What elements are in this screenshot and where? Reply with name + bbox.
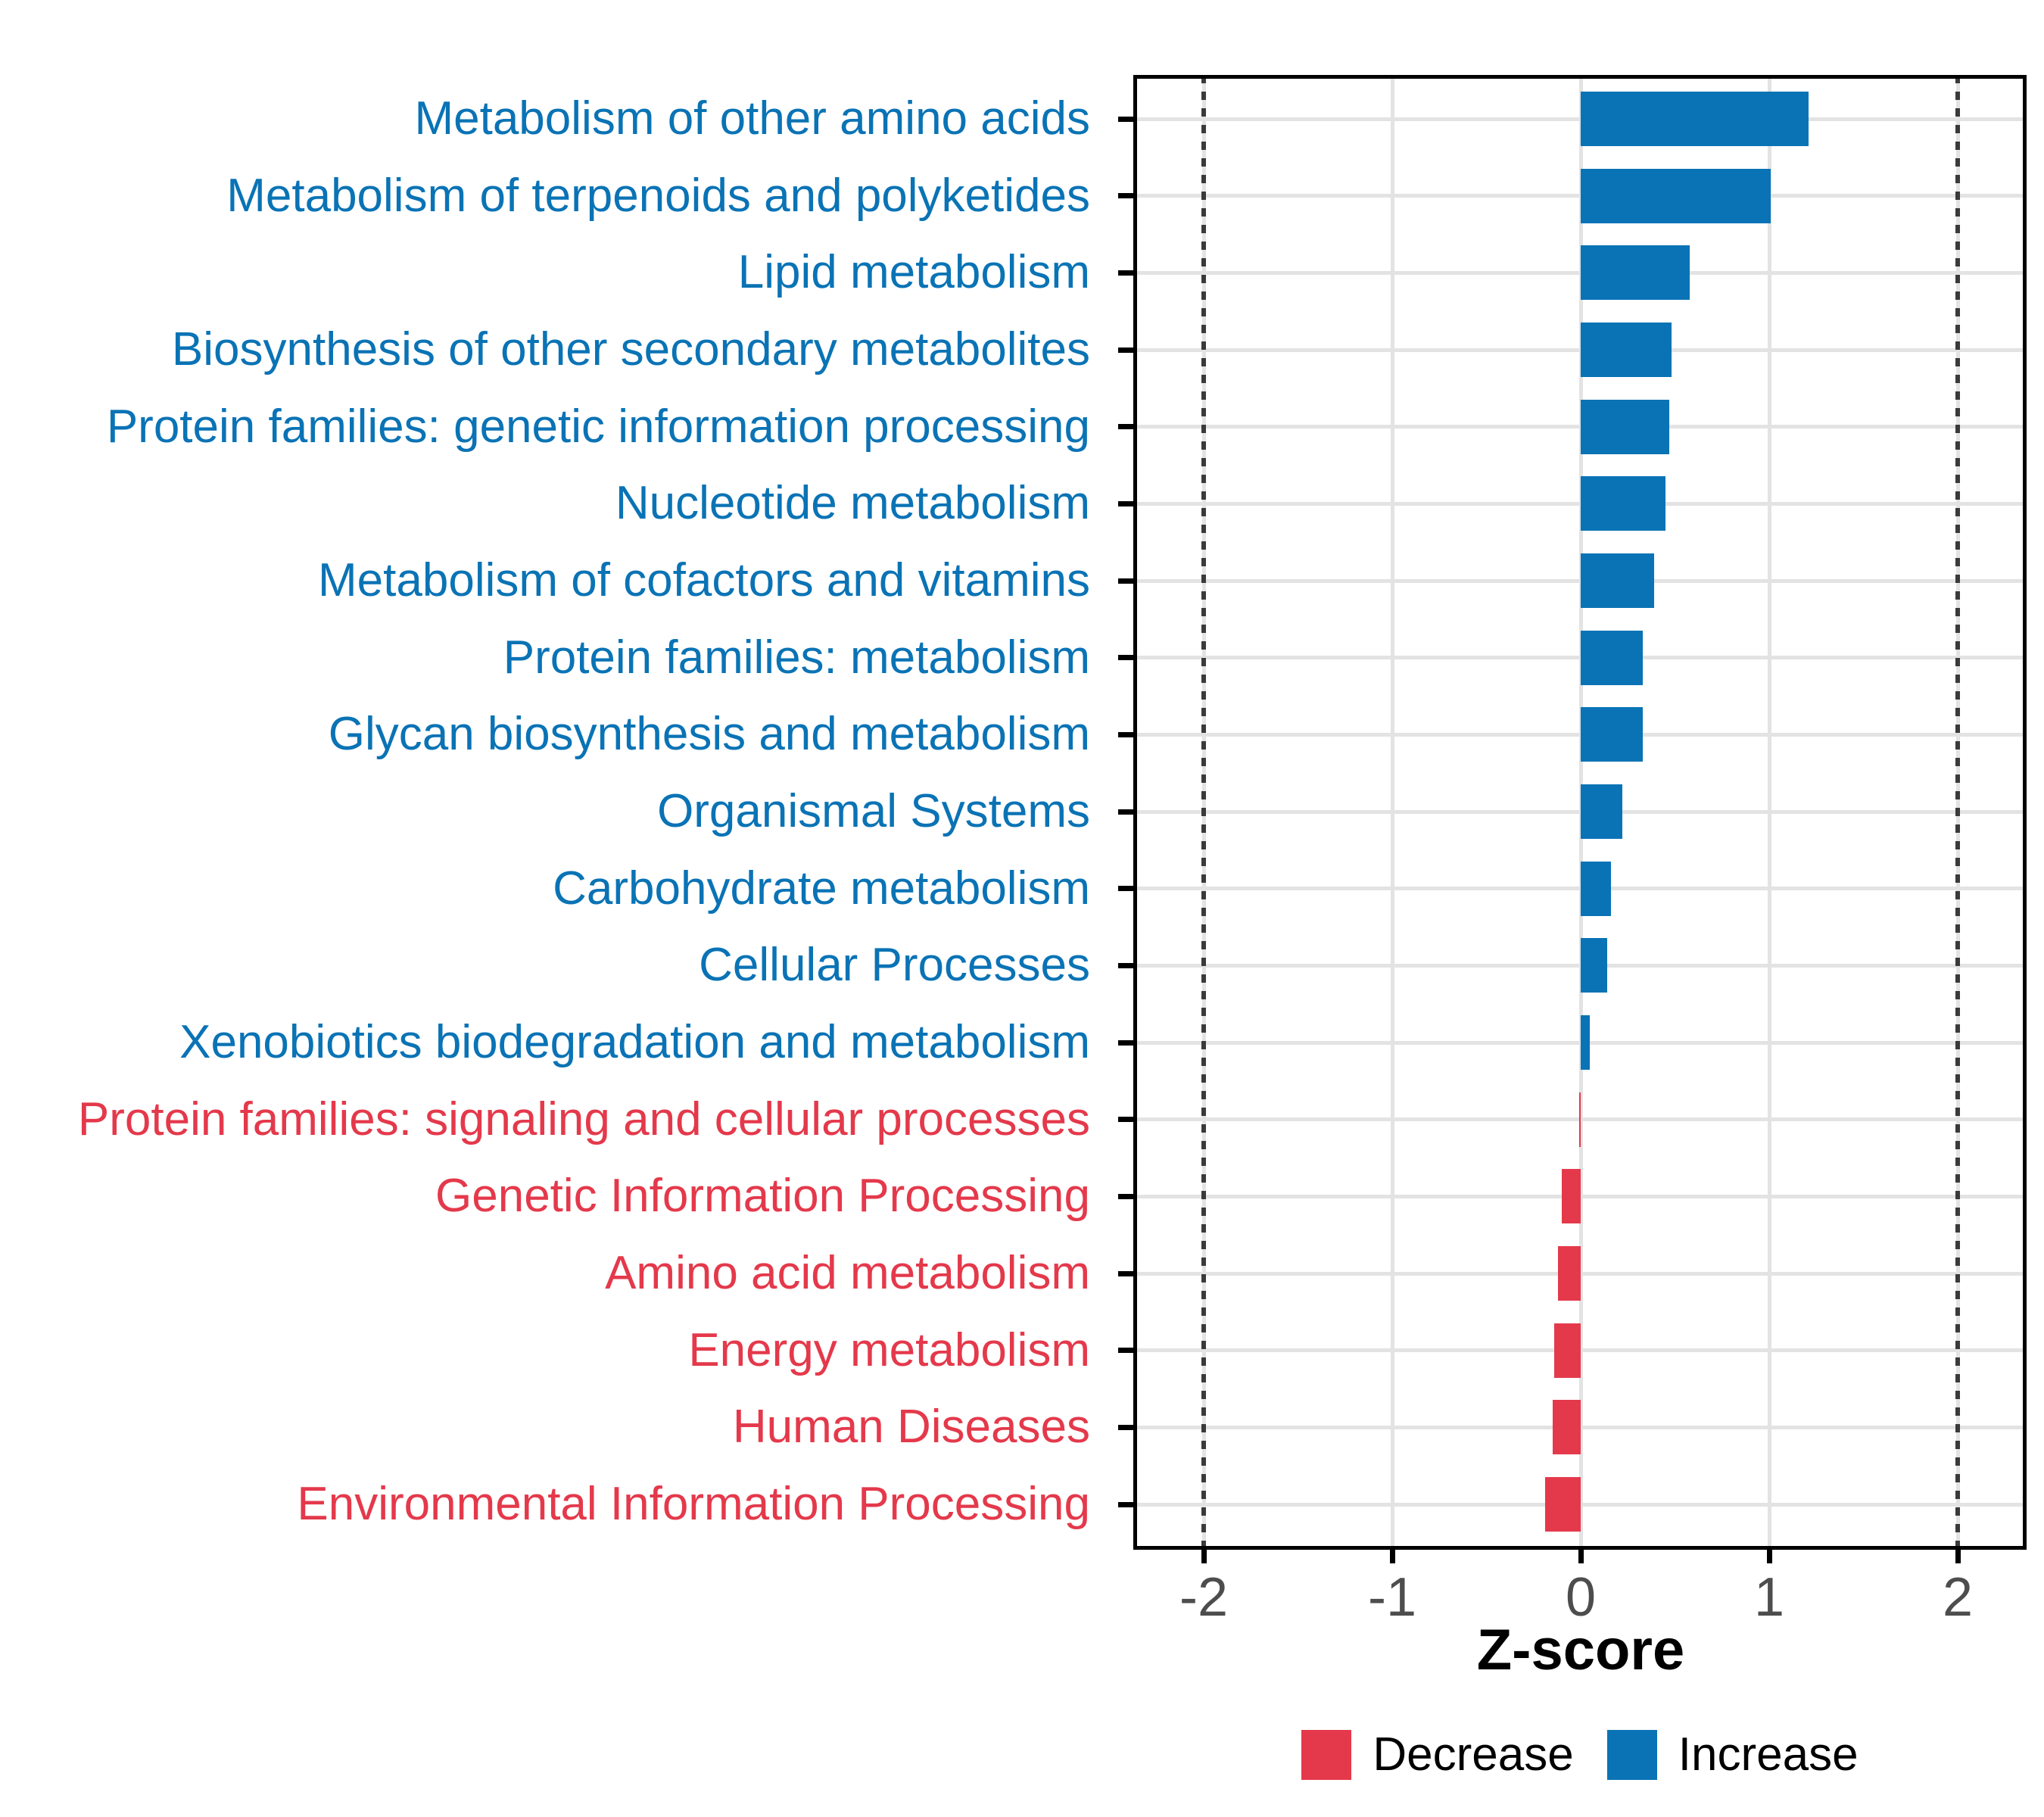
bar-increase [1581, 245, 1690, 301]
y-axis-tick [1118, 424, 1133, 430]
bar-decrease [1578, 1092, 1581, 1147]
bar-decrease [1544, 1477, 1581, 1532]
gridline-horizontal [1133, 270, 2027, 275]
legend-label: Decrease [1373, 1728, 1574, 1781]
y-axis-tick [1118, 1501, 1133, 1507]
dotted-reference-line [1955, 75, 1960, 1550]
bar-increase [1581, 1015, 1591, 1071]
y-axis-tick [1118, 731, 1133, 737]
x-axis-tick [1955, 1548, 1961, 1563]
bar-increase [1581, 707, 1644, 762]
gridline-horizontal [1133, 809, 2027, 814]
bar-increase [1581, 168, 1771, 223]
y-axis-tick [1118, 193, 1133, 199]
category-label: Organismal Systems [657, 785, 1090, 838]
y-axis-tick [1118, 578, 1133, 584]
category-label: Xenobiotics biodegradation and metabolis… [179, 1016, 1090, 1069]
category-label: Metabolism of terpenoids and polyketides [226, 169, 1090, 222]
gridline-horizontal [1133, 963, 2027, 968]
legend-swatch-decrease [1301, 1730, 1352, 1780]
category-label: Lipid metabolism [737, 246, 1090, 299]
gridline-horizontal [1133, 194, 2027, 198]
category-label: Genetic Information Processing [435, 1170, 1090, 1223]
bar-decrease [1562, 1169, 1581, 1224]
x-axis-tick [1201, 1548, 1207, 1563]
category-label: Biosynthesis of other secondary metaboli… [171, 323, 1090, 376]
y-axis-tick [1118, 116, 1133, 122]
bar-increase [1581, 784, 1622, 840]
bar-increase [1581, 553, 1655, 609]
y-axis-tick [1118, 655, 1133, 661]
gridline-horizontal [1133, 656, 2027, 660]
y-axis-tick [1118, 500, 1133, 506]
bar-increase [1581, 938, 1607, 993]
y-axis-tick [1118, 1270, 1133, 1276]
bar-increase [1581, 861, 1611, 916]
y-axis-tick [1118, 1039, 1133, 1046]
bar-increase [1581, 476, 1666, 531]
x-axis-tick [1578, 1548, 1584, 1563]
y-axis-tick [1118, 962, 1133, 968]
plot-panel [1133, 75, 2027, 1550]
legend: Decrease Increase [1133, 1728, 2027, 1781]
gridline-horizontal [1133, 732, 2027, 737]
y-axis-tick [1118, 1117, 1133, 1123]
category-label: Cellular Processes [699, 939, 1090, 992]
y-axis-tick [1118, 270, 1133, 276]
category-label: Protein families: genetic information pr… [106, 400, 1090, 453]
gridline-horizontal [1133, 578, 2027, 583]
gridline-horizontal [1133, 501, 2027, 506]
x-axis-tick-label: -1 [1367, 1567, 1417, 1628]
category-label: Amino acid metabolism [605, 1247, 1090, 1300]
x-axis-tick-label: 0 [1565, 1567, 1597, 1628]
category-label: Glycan biosynthesis and metabolism [328, 708, 1090, 761]
bar-decrease [1552, 1400, 1581, 1455]
category-label: Environmental Information Processing [297, 1478, 1090, 1531]
x-axis-tick [1389, 1548, 1395, 1563]
y-axis-tick [1118, 1193, 1133, 1199]
y-axis-tick [1118, 1348, 1133, 1354]
gridline-horizontal [1133, 348, 2027, 352]
y-axis-tick [1118, 1424, 1133, 1430]
y-axis-tick [1118, 347, 1133, 353]
legend-item: Increase [1606, 1728, 1859, 1781]
y-axis-tick [1118, 809, 1133, 815]
x-axis-tick [1766, 1548, 1772, 1563]
category-label: Metabolism of cofactors and vitamins [318, 554, 1090, 607]
category-label: Carbohydrate metabolism [553, 862, 1090, 915]
category-label: Human Diseases [732, 1401, 1090, 1454]
x-axis-tick-label: -2 [1179, 1567, 1229, 1628]
gridline-horizontal [1133, 887, 2027, 891]
bar-increase [1581, 323, 1672, 377]
category-label: Energy metabolism [688, 1323, 1090, 1376]
bar-decrease [1554, 1323, 1581, 1378]
gridline-horizontal [1133, 425, 2027, 429]
category-label: Nucleotide metabolism [615, 477, 1090, 530]
dotted-reference-line [1201, 75, 1206, 1550]
category-label: Protein families: signaling and cellular… [77, 1092, 1090, 1145]
bar-increase [1581, 630, 1644, 685]
bar-increase [1581, 92, 1809, 146]
x-axis-tick-label: 2 [1942, 1567, 1974, 1628]
bar-increase [1581, 399, 1670, 454]
gridline-horizontal [1133, 117, 2027, 121]
y-axis-tick [1118, 886, 1133, 892]
x-axis-title: Z-score [1476, 1618, 1685, 1682]
legend-swatch-increase [1606, 1730, 1657, 1780]
category-label: Metabolism of other amino acids [414, 92, 1090, 145]
gridline-horizontal [1133, 1040, 2027, 1045]
category-label: Protein families: metabolism [503, 631, 1090, 684]
legend-item: Decrease [1301, 1728, 1574, 1781]
legend-label: Increase [1678, 1728, 1859, 1781]
x-axis-tick-label: 1 [1753, 1567, 1785, 1628]
bar-decrease [1558, 1246, 1581, 1301]
